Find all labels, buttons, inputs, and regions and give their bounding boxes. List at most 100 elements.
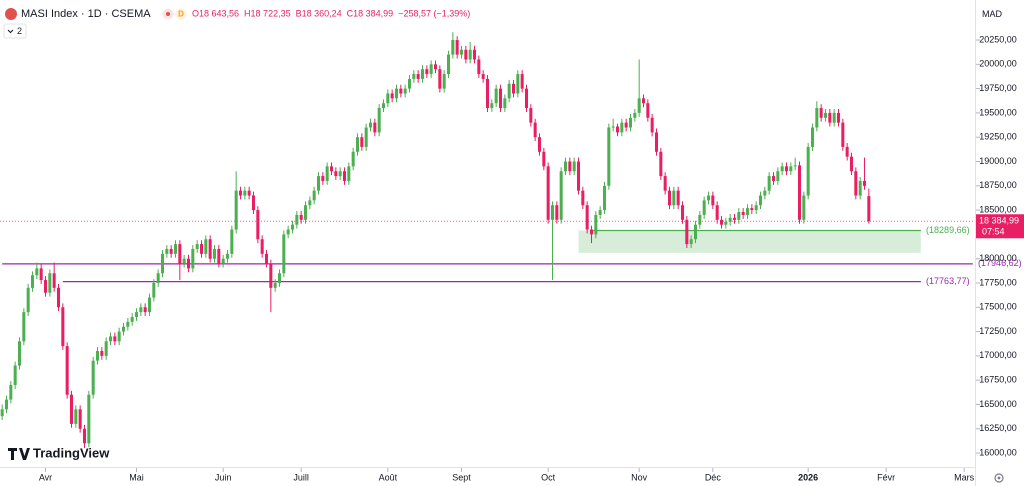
candle-body — [52, 273, 56, 288]
last-price-box — [976, 214, 1024, 239]
y-tick-label: 20000,00 — [979, 59, 1017, 69]
candle-body — [87, 394, 91, 444]
candle-body — [715, 205, 719, 220]
candle-body — [394, 88, 399, 99]
candle-body — [849, 156, 854, 172]
level-label-bg — [976, 257, 1023, 270]
candle-body — [347, 166, 351, 181]
candle-body — [386, 93, 390, 104]
y-tick-label: 19750,00 — [979, 83, 1017, 93]
candle-body — [364, 127, 368, 147]
candle-body — [22, 312, 26, 342]
y-tick-label: 16000,00 — [979, 447, 1017, 457]
delay-letter: D — [178, 10, 184, 19]
candle-body — [295, 214, 299, 225]
candle-body — [160, 253, 165, 274]
candle-body — [191, 248, 195, 269]
brand-icon — [8, 448, 30, 460]
candle-body — [516, 74, 520, 94]
candle-body — [399, 88, 403, 94]
candle-body — [165, 248, 169, 254]
candle-body — [147, 297, 152, 313]
candle-body — [490, 103, 494, 109]
candle-body — [117, 331, 121, 342]
candle-body — [321, 176, 325, 181]
candle-body — [299, 214, 303, 220]
y-tick-label: 17750,00 — [979, 277, 1017, 287]
candle-body — [360, 137, 364, 147]
y-tick-label: 18500,00 — [979, 204, 1017, 214]
y-tick-label: 19500,00 — [979, 107, 1017, 117]
candle-body — [845, 146, 849, 157]
ohlc-legend: O18 643,56 H18 722,35 B18 360,24 C18 384,99… — [192, 8, 470, 18]
candle-body — [485, 78, 490, 109]
candle-body — [797, 165, 802, 220]
candle-body — [607, 127, 611, 186]
candle-body — [758, 195, 763, 206]
candle-body — [442, 74, 446, 89]
candle-body — [763, 190, 767, 196]
candle-body — [477, 59, 481, 75]
candle-body — [520, 74, 524, 89]
candle-body — [633, 112, 637, 118]
currency: MAD — [982, 9, 1003, 19]
candle-body — [43, 280, 48, 293]
candle-body — [468, 49, 472, 60]
candle-body — [542, 151, 546, 167]
gear-center — [997, 476, 1001, 480]
candle-body — [134, 312, 139, 317]
chart-title: MASI Index · 1D · CSEMA — [21, 8, 151, 20]
candle-body — [698, 214, 702, 225]
candle-body — [802, 195, 806, 220]
candle-body — [221, 258, 225, 264]
candle-body — [373, 122, 377, 133]
candle-body — [659, 151, 663, 177]
candle-body — [841, 122, 845, 147]
y-tick-label: 18750,00 — [979, 180, 1017, 190]
currency-box[interactable] — [977, 5, 1021, 23]
x-tick-label: Mars — [954, 472, 974, 482]
candle-body — [104, 341, 108, 356]
candle-body — [178, 244, 182, 264]
candle-body — [854, 171, 858, 196]
indicator-toggle[interactable] — [3, 23, 27, 39]
candle-body — [74, 409, 78, 424]
brand-logo: TradingView — [8, 445, 110, 460]
delay-icon — [175, 8, 187, 20]
candle-body — [719, 219, 724, 225]
candle-body — [464, 49, 468, 60]
candle-body — [641, 98, 646, 104]
candle-body — [199, 244, 204, 254]
gear[interactable] — [994, 473, 1004, 483]
y-tick-label: 20250,00 — [979, 34, 1017, 44]
last-price-label: 18 384,99 — [979, 216, 1019, 226]
candle-body — [429, 64, 433, 75]
candle-body — [481, 74, 485, 79]
candle-body — [35, 268, 39, 276]
candle-body — [182, 258, 186, 264]
candle-body — [425, 69, 429, 75]
candle-body — [581, 190, 585, 206]
candle-body — [832, 112, 836, 123]
candle-body — [303, 205, 308, 220]
candle-body — [776, 171, 780, 181]
candle-body — [728, 217, 732, 222]
candle-body — [654, 132, 659, 152]
level-label: (17763,77) — [926, 276, 970, 286]
candle-body — [277, 273, 282, 283]
candle-body — [256, 210, 260, 240]
y-tick-label: 19250,00 — [979, 132, 1017, 142]
candle-body — [533, 122, 537, 138]
candle-body — [355, 137, 360, 152]
brand-name: TradingView — [33, 445, 110, 460]
candle-body — [420, 69, 425, 79]
legend-value: −258,57 (−1,39%) — [398, 8, 470, 18]
indicator-count: 2 — [17, 26, 22, 36]
candle-body — [4, 399, 9, 410]
candle-body — [208, 239, 212, 259]
candle-body — [828, 112, 832, 123]
candle-body — [381, 103, 386, 109]
candle-body — [572, 161, 576, 172]
settings-icon[interactable] — [994, 473, 1004, 483]
candle-body — [472, 49, 477, 60]
